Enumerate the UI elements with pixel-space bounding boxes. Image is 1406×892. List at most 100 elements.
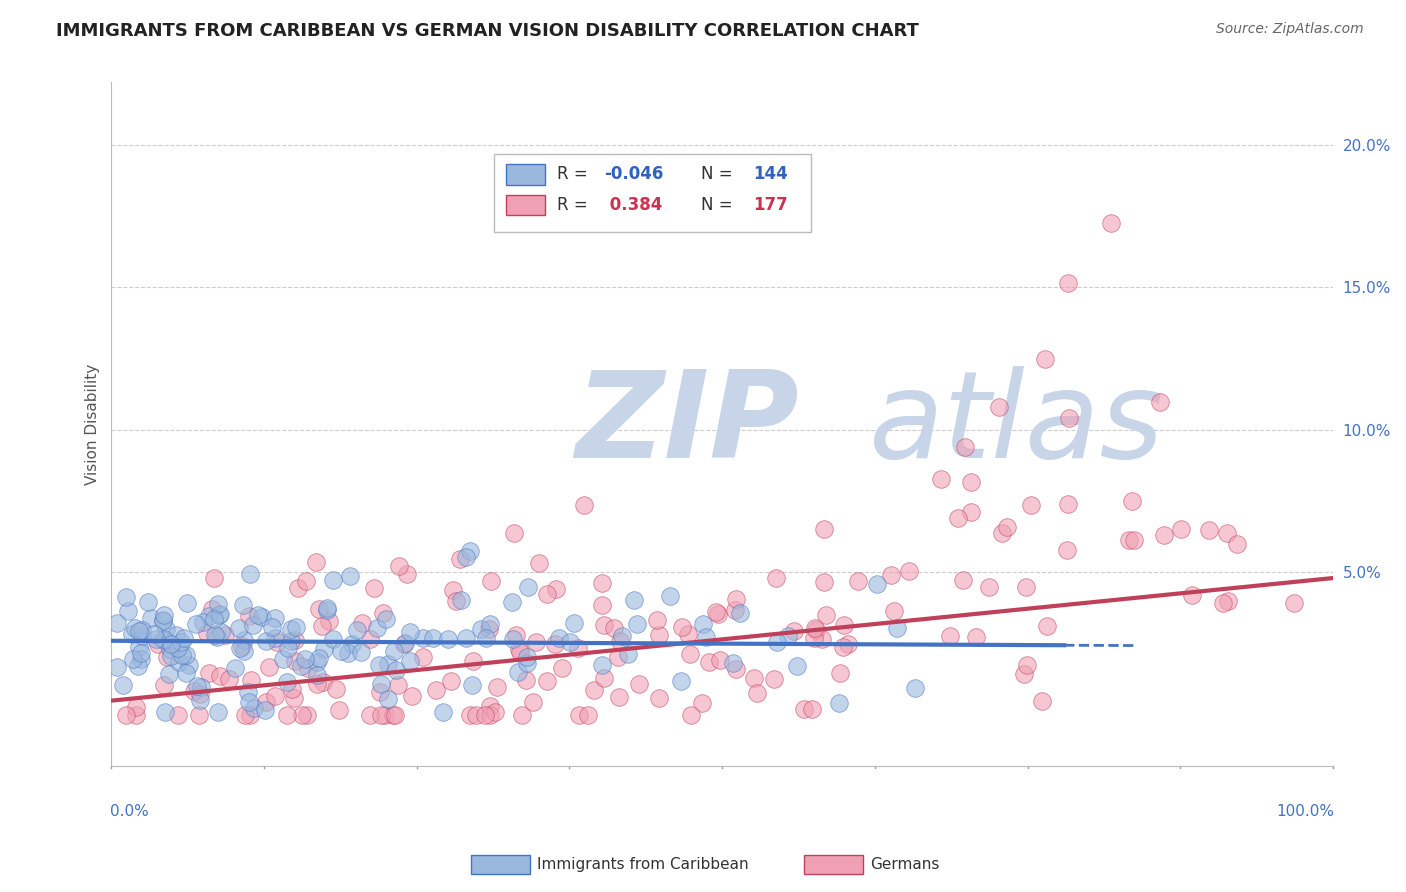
Point	[456, 631, 478, 645]
Point	[502, 632, 524, 647]
Point	[1012, 667, 1035, 681]
Point	[695, 630, 717, 644]
Point	[610, 629, 633, 643]
Point	[129, 646, 152, 660]
Point	[284, 633, 307, 648]
Point	[508, 642, 530, 657]
Point	[846, 574, 869, 588]
Point	[681, 707, 703, 722]
Point	[186, 680, 208, 694]
Point	[280, 633, 302, 648]
Point	[166, 640, 188, 655]
Point	[883, 604, 905, 618]
Point	[337, 646, 360, 660]
Point	[115, 590, 138, 604]
Point	[886, 621, 908, 635]
Point	[793, 702, 815, 716]
Point	[1118, 533, 1140, 547]
Point	[308, 651, 330, 665]
Point	[742, 671, 765, 685]
Point	[127, 659, 149, 673]
Point	[315, 603, 337, 617]
Point	[470, 623, 492, 637]
Point	[277, 640, 299, 655]
Point	[458, 543, 481, 558]
Point	[395, 567, 418, 582]
Point	[1031, 694, 1053, 708]
Point	[948, 510, 970, 524]
Point	[188, 693, 211, 707]
Point	[1056, 543, 1078, 558]
Point	[988, 401, 1011, 415]
Point	[810, 632, 832, 647]
Point	[522, 695, 544, 709]
Point	[363, 581, 385, 595]
Point	[176, 596, 198, 610]
Point	[385, 663, 408, 677]
Point	[239, 673, 262, 687]
Point	[280, 622, 302, 636]
Point	[115, 707, 138, 722]
Point	[131, 624, 153, 638]
Point	[593, 618, 616, 632]
Point	[305, 667, 328, 681]
Point	[121, 627, 143, 641]
Point	[728, 607, 751, 621]
Point	[370, 677, 392, 691]
Point	[745, 686, 768, 700]
Point	[254, 634, 277, 648]
Point	[485, 680, 508, 694]
Point	[243, 700, 266, 714]
Point	[283, 691, 305, 706]
Point	[207, 630, 229, 644]
Point	[1282, 596, 1305, 610]
Text: R =: R =	[557, 196, 593, 214]
Point	[1198, 523, 1220, 537]
Point	[155, 622, 177, 636]
Point	[366, 620, 388, 634]
Text: R =: R =	[557, 165, 593, 183]
Point	[107, 660, 129, 674]
Point	[478, 707, 501, 722]
Point	[233, 644, 256, 658]
Point	[394, 637, 416, 651]
Point	[444, 594, 467, 608]
Point	[1121, 494, 1143, 508]
Point	[322, 573, 344, 587]
Point	[346, 623, 368, 637]
Point	[374, 707, 396, 722]
Point	[201, 602, 224, 616]
Point	[284, 654, 307, 668]
Point	[866, 577, 889, 591]
Point	[370, 707, 392, 722]
Point	[591, 598, 613, 612]
Point	[228, 621, 250, 635]
Point	[813, 574, 835, 589]
Point	[828, 696, 851, 710]
Point	[159, 642, 181, 657]
Point	[503, 526, 526, 541]
Point	[509, 645, 531, 659]
Point	[131, 652, 153, 666]
Point	[160, 637, 183, 651]
Point	[254, 694, 277, 708]
Point	[262, 620, 284, 634]
Point	[295, 707, 318, 722]
Point	[174, 648, 197, 663]
Point	[880, 567, 903, 582]
Point	[648, 691, 671, 706]
Point	[254, 703, 277, 717]
Point	[979, 580, 1001, 594]
Y-axis label: Vision Disability: Vision Disability	[86, 363, 100, 484]
Point	[1149, 395, 1171, 409]
Point	[658, 589, 681, 603]
Point	[307, 655, 329, 669]
Point	[399, 654, 422, 668]
Point	[576, 707, 599, 722]
Point	[224, 661, 246, 675]
Point	[131, 629, 153, 643]
Point	[762, 672, 785, 686]
Point	[543, 637, 565, 651]
Point	[583, 683, 606, 698]
Point	[904, 681, 927, 696]
